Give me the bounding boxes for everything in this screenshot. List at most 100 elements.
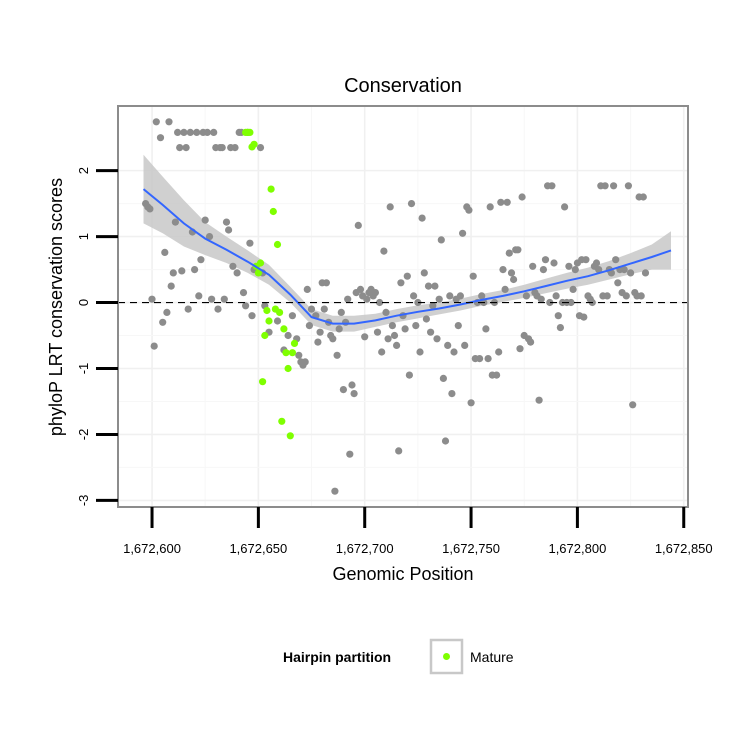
axes-layer: 1,672,600 1,672,650 1,672,700 1,672,750 1,67… <box>76 167 713 556</box>
data-point <box>465 206 473 214</box>
data-point-mature <box>284 364 292 373</box>
data-point <box>529 262 537 270</box>
data-point <box>469 272 477 280</box>
legend-key-mature-icon <box>443 653 450 660</box>
data-point <box>446 292 454 300</box>
data-point <box>435 295 443 303</box>
data-point <box>499 266 507 274</box>
data-point <box>433 335 441 343</box>
data-point <box>437 236 445 244</box>
data-point <box>501 285 509 293</box>
data-point <box>486 203 494 211</box>
data-point-mature <box>278 417 286 425</box>
data-point <box>441 437 450 445</box>
plot-panel-border <box>117 105 689 508</box>
data-point <box>592 259 601 267</box>
data-point <box>427 328 435 336</box>
data-point <box>567 298 575 307</box>
data-point <box>316 328 324 336</box>
data-point <box>346 450 354 458</box>
data-point <box>582 256 590 264</box>
data-point <box>320 305 328 313</box>
data-point <box>208 295 216 303</box>
data-point-mature <box>246 128 254 136</box>
data-point <box>348 381 356 389</box>
data-point-mature <box>282 349 290 357</box>
data-point <box>191 266 199 274</box>
data-point-mature <box>254 269 262 277</box>
y-tick-label: -3 <box>76 495 91 507</box>
data-point <box>569 285 577 293</box>
data-point <box>522 292 531 300</box>
data-point <box>344 295 352 303</box>
data-point <box>165 118 173 126</box>
data-point-mature <box>250 140 258 148</box>
data-point <box>184 305 192 313</box>
data-point <box>205 233 214 241</box>
data-point <box>371 289 379 297</box>
data-point <box>350 390 358 398</box>
data-point <box>214 305 222 313</box>
data-point <box>503 198 511 206</box>
data-point <box>233 269 241 277</box>
data-point <box>242 302 250 310</box>
data-point <box>624 182 633 190</box>
data-point <box>176 144 184 152</box>
data-point <box>146 205 154 213</box>
data-point <box>307 305 316 313</box>
data-point <box>163 308 171 316</box>
x-tick-label: 1,672,800 <box>548 541 606 556</box>
data-point <box>229 262 237 270</box>
data-point <box>222 218 231 226</box>
data-point <box>571 266 579 274</box>
data-point <box>363 295 371 303</box>
data-point-mature <box>286 432 294 440</box>
data-point <box>305 322 313 330</box>
data-point <box>509 275 518 284</box>
data-point <box>373 328 382 336</box>
data-point <box>378 348 386 356</box>
data-point <box>148 295 156 303</box>
data-point <box>295 351 303 359</box>
data-point <box>403 272 411 280</box>
data-point <box>314 338 322 346</box>
data-point <box>201 216 209 224</box>
data-point <box>303 285 311 293</box>
data-point <box>178 267 186 275</box>
data-point <box>329 335 337 343</box>
data-point <box>622 292 630 300</box>
data-point <box>169 269 177 277</box>
data-point <box>514 246 522 254</box>
data-point <box>388 322 396 330</box>
data-point <box>152 118 160 126</box>
data-point <box>516 345 524 353</box>
data-point <box>454 322 462 330</box>
data-point <box>484 355 492 363</box>
data-point <box>527 338 535 346</box>
y-tick-label: -1 <box>76 363 91 375</box>
data-point-mature <box>290 339 299 347</box>
y-tick-label: 0 <box>76 299 91 306</box>
data-point <box>450 348 458 356</box>
data-point <box>239 289 248 297</box>
data-point <box>554 312 562 320</box>
data-point <box>539 266 548 274</box>
data-point <box>620 266 628 274</box>
data-point-mature <box>259 378 267 386</box>
data-point <box>193 128 201 136</box>
data-point <box>171 218 179 226</box>
data-point <box>476 355 484 363</box>
data-point <box>284 331 292 340</box>
data-point <box>552 292 560 300</box>
data-point <box>393 341 401 349</box>
data-point <box>495 348 503 356</box>
data-point <box>410 292 418 300</box>
data-point <box>601 182 609 190</box>
data-point <box>395 447 403 455</box>
grid-layer <box>118 106 688 507</box>
data-point <box>333 351 341 359</box>
data-point <box>397 279 405 287</box>
data-point <box>482 325 490 333</box>
data-point <box>220 295 228 303</box>
data-point <box>612 256 620 264</box>
